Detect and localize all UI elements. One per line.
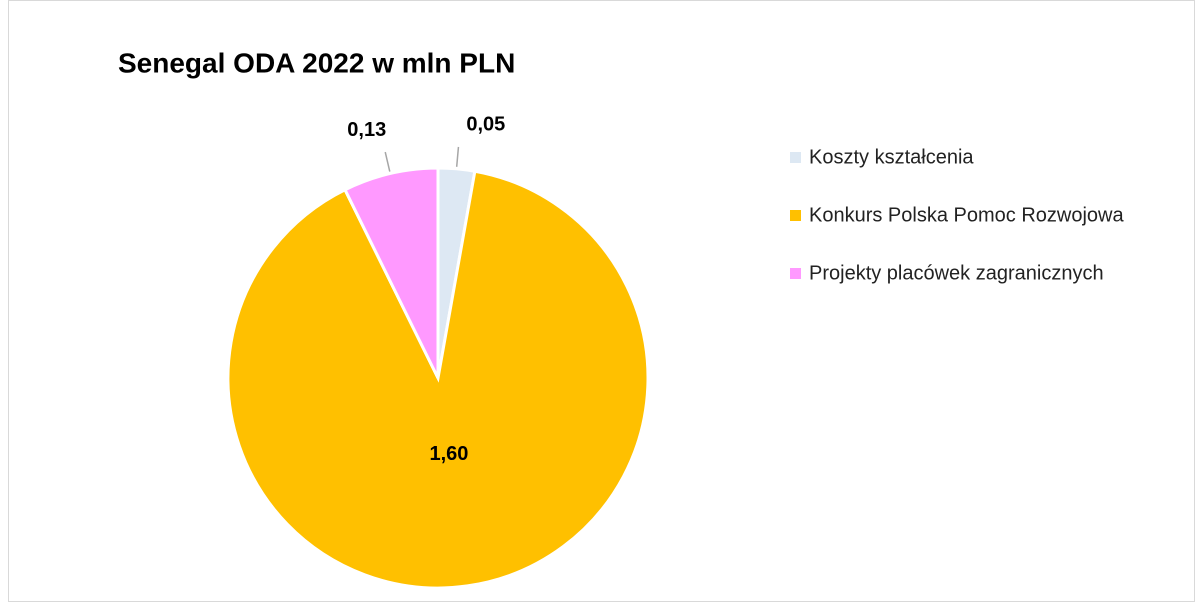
- legend-swatch: [790, 268, 801, 279]
- legend-swatch: [790, 210, 801, 221]
- leader-line: [455, 146, 460, 167]
- data-label: 0,13: [347, 119, 386, 141]
- leader-line: [384, 151, 391, 172]
- data-label: 1,60: [429, 443, 468, 465]
- legend-item: Konkurs Polska Pomoc Rozwojowa: [790, 204, 1124, 226]
- data-label: 0,05: [466, 113, 505, 135]
- pie-slice: [342, 166, 440, 379]
- legend-label: Konkurs Polska Pomoc Rozwojowa: [809, 204, 1124, 226]
- legend-swatch: [790, 152, 801, 163]
- pie-slice: [226, 169, 650, 590]
- legend-item: Koszty kształcenia: [790, 146, 974, 168]
- legend-item: Projekty placówek zagranicznych: [790, 262, 1104, 284]
- legend-label: Koszty kształcenia: [809, 146, 974, 168]
- chart-title: Senegal ODA 2022 w mln PLN: [118, 47, 515, 78]
- legend-label: Projekty placówek zagranicznych: [809, 262, 1104, 284]
